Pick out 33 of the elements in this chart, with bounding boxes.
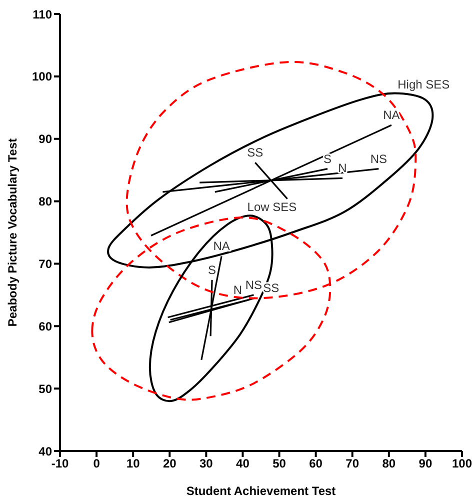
x-tick-label: 100 <box>452 456 472 471</box>
x-tick-label: 60 <box>309 456 323 471</box>
series-label: NS <box>370 152 388 166</box>
x-tick-label: 90 <box>418 456 432 471</box>
series-label: NS <box>245 278 262 292</box>
x-tick-label: 10 <box>126 456 140 471</box>
x-tick-label: 20 <box>162 456 177 471</box>
y-tick-label: 100 <box>32 70 52 84</box>
x-tick-label: -10 <box>51 456 69 471</box>
series-label: S <box>208 262 216 277</box>
annotation: Low SES <box>247 200 297 214</box>
x-axis-title: Student Achievement Test <box>186 484 336 498</box>
series-label: N <box>233 282 242 297</box>
annotation: High SES <box>398 78 450 92</box>
y-tick-label: 50 <box>38 382 52 396</box>
y-axis-title: Peabody Picture Vocabulary Test <box>5 138 20 327</box>
y-tick-label: 70 <box>38 256 52 271</box>
y-tick-label: 60 <box>38 319 52 334</box>
y-tick-label: 40 <box>38 444 52 458</box>
y-tick-label: 110 <box>32 7 52 22</box>
x-tick-label: 70 <box>346 456 360 471</box>
x-tick-label: 0 <box>93 456 100 471</box>
x-tick-label: 40 <box>236 456 250 471</box>
y-tick-label: 90 <box>38 132 52 146</box>
x-tick-label: 30 <box>200 456 214 471</box>
x-tick-label: 80 <box>382 456 396 471</box>
series-label: SS <box>247 146 264 160</box>
series-label: N <box>338 161 347 176</box>
x-tick-label: 50 <box>272 456 286 471</box>
series-label: NA <box>383 108 400 122</box>
series-label: NA <box>213 239 230 254</box>
y-tick-label: 80 <box>38 194 52 209</box>
series-label: S <box>324 152 332 166</box>
